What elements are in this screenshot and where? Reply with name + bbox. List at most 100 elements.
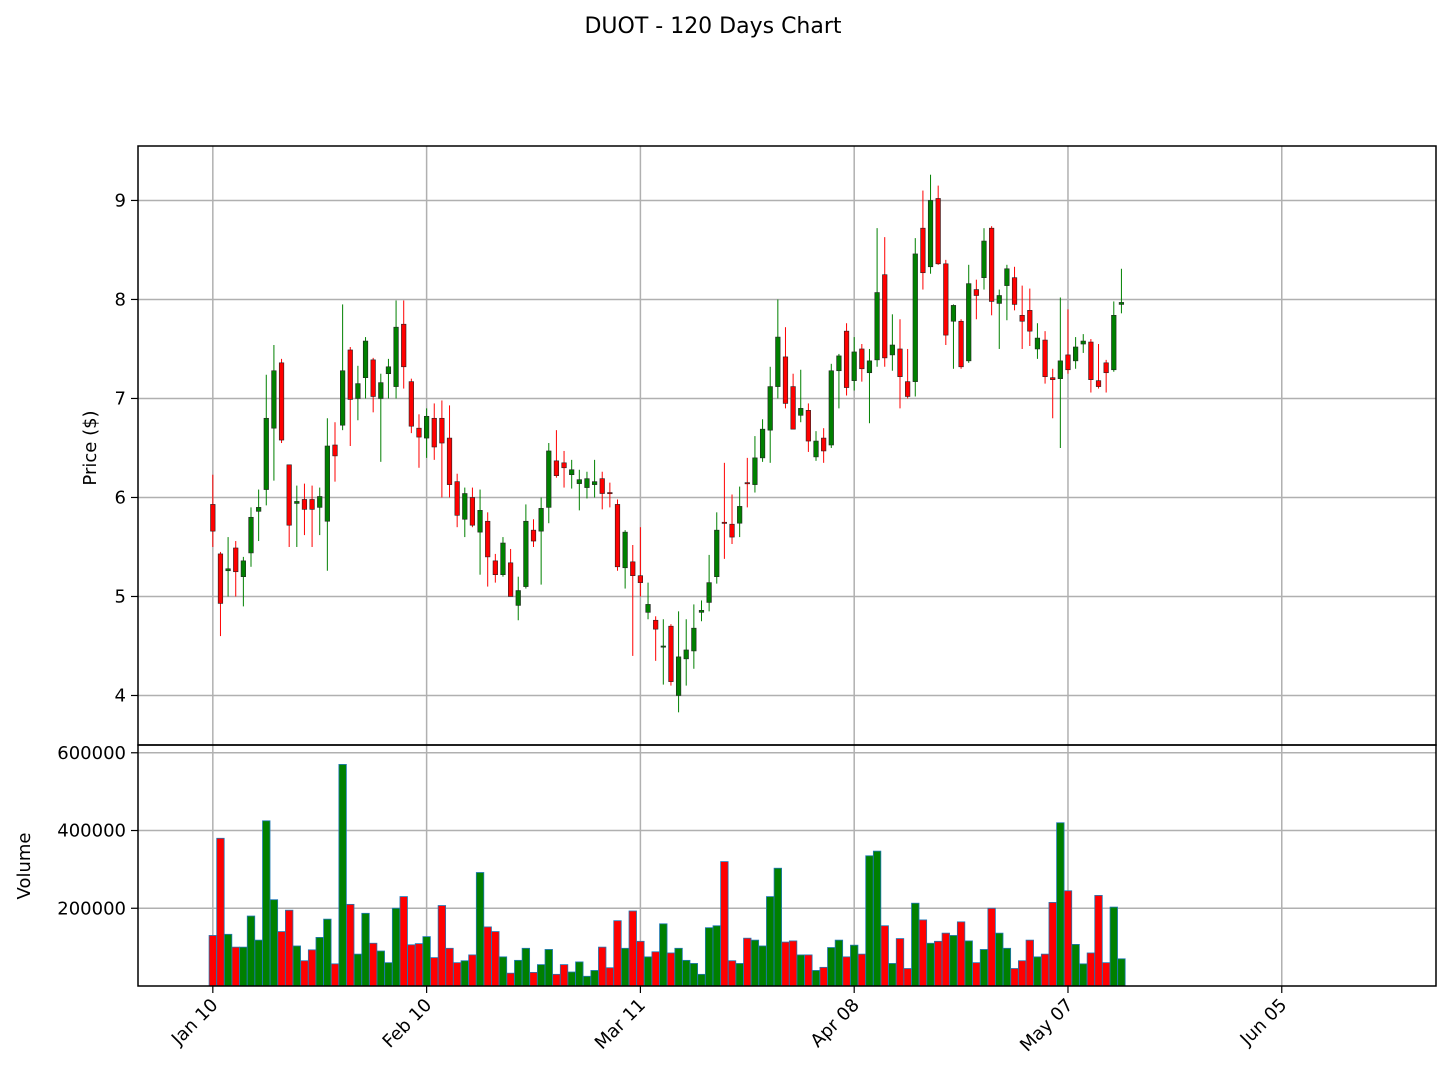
price-tick-label: 5 xyxy=(115,586,126,607)
volume-bar xyxy=(537,964,546,987)
candle-body xyxy=(408,381,414,427)
volume-bar xyxy=(231,946,240,987)
volume-bar xyxy=(689,963,698,987)
candle-body xyxy=(1095,380,1102,387)
volume-bar xyxy=(888,963,897,987)
volume-bar xyxy=(682,959,691,987)
candle-body xyxy=(485,520,491,558)
candle-body xyxy=(240,560,246,577)
candle-body xyxy=(767,386,773,431)
candle-body xyxy=(439,417,445,444)
price-tick-label: 4 xyxy=(115,685,126,706)
candle-body xyxy=(927,200,934,268)
volume-bar xyxy=(964,940,973,987)
volume-bar xyxy=(598,946,607,987)
volume-bar xyxy=(1079,963,1088,987)
candle-body xyxy=(935,198,941,265)
candle-body xyxy=(1034,337,1041,350)
volume-bar xyxy=(651,951,660,987)
volume-bar xyxy=(949,935,958,987)
volume-bar xyxy=(1117,958,1126,987)
volume-bar xyxy=(712,925,721,987)
volume-bar xyxy=(1033,956,1042,987)
volume-bar xyxy=(704,927,714,987)
candle-body xyxy=(317,496,323,508)
volume-bar xyxy=(376,950,385,987)
volume-bar xyxy=(1018,960,1027,987)
candle-body xyxy=(691,627,697,652)
volume-bar xyxy=(552,973,561,987)
candle-body xyxy=(966,283,972,362)
candle-body xyxy=(263,417,269,490)
volume-bar xyxy=(926,942,935,987)
candle-body xyxy=(546,450,552,508)
candle-body xyxy=(981,240,987,278)
volume-bar xyxy=(361,912,370,987)
volume-tick-label: 600000 xyxy=(57,743,126,764)
price-tick-label: 9 xyxy=(115,190,126,211)
volume-bar xyxy=(1048,902,1057,987)
volume-bar xyxy=(208,935,217,987)
candle-body xyxy=(278,362,285,441)
candle-body xyxy=(836,355,842,372)
candle-body xyxy=(385,366,392,375)
price-grid xyxy=(138,146,1436,745)
candle-body xyxy=(897,348,903,377)
candle-body xyxy=(347,349,353,400)
candle-body xyxy=(614,504,621,568)
volume-bar xyxy=(979,949,989,987)
volume-bar xyxy=(475,872,485,987)
candle-body xyxy=(1103,362,1109,374)
volume-bar xyxy=(399,896,408,987)
x-tick-label: Mar 11 xyxy=(591,995,650,1054)
candle-body xyxy=(569,469,575,476)
volume-bar xyxy=(1040,953,1050,987)
x-tick-label: May 07 xyxy=(1016,995,1077,1056)
x-tick-label: Jun 05 xyxy=(1236,995,1292,1051)
volume-bar xyxy=(346,903,355,987)
candle-body xyxy=(828,370,834,446)
candle-body xyxy=(813,440,819,458)
candle-body xyxy=(775,336,781,387)
candle-body xyxy=(561,462,567,469)
volume-bar xyxy=(544,949,553,987)
candle-body xyxy=(492,560,498,576)
volume-bar xyxy=(300,960,309,987)
candle-body xyxy=(607,492,613,495)
volume-bar xyxy=(743,937,752,987)
price-tick-label: 6 xyxy=(115,487,126,508)
chart-title: DUOT - 120 Days Chart xyxy=(584,14,841,39)
candle-body xyxy=(355,383,361,399)
volume-bar xyxy=(521,947,531,987)
candle-body xyxy=(591,481,598,485)
volume-bar xyxy=(781,941,790,987)
volume-bar xyxy=(498,956,508,987)
volume-bar xyxy=(529,971,538,987)
candle-body xyxy=(645,604,651,613)
volume-bar xyxy=(384,962,393,987)
volume-bar xyxy=(323,918,332,987)
volume-bar xyxy=(804,954,813,987)
volume-bar xyxy=(727,960,737,987)
volume-bar xyxy=(819,966,828,987)
candle-body xyxy=(660,645,666,648)
x-tick-label: Apr 08 xyxy=(807,995,864,1052)
volume-bar xyxy=(880,925,889,987)
volume-bar xyxy=(773,867,782,987)
volume-bar xyxy=(934,940,943,987)
volume-bar xyxy=(1086,952,1096,987)
volume-bar xyxy=(338,764,347,987)
x-tick-label: Jan 10 xyxy=(167,995,222,1050)
volume-bar xyxy=(407,944,416,987)
volume-bar xyxy=(911,902,920,987)
candle-body xyxy=(714,529,720,577)
candle-body xyxy=(286,464,292,526)
x-tick-label: Feb 10 xyxy=(379,995,437,1053)
candle-body xyxy=(256,507,262,512)
volume-bar xyxy=(567,971,576,987)
volume-bar xyxy=(758,945,767,987)
candle-body xyxy=(1027,310,1033,332)
candle-body xyxy=(538,508,544,532)
volume-bar xyxy=(590,970,599,987)
candle-body xyxy=(469,497,476,526)
